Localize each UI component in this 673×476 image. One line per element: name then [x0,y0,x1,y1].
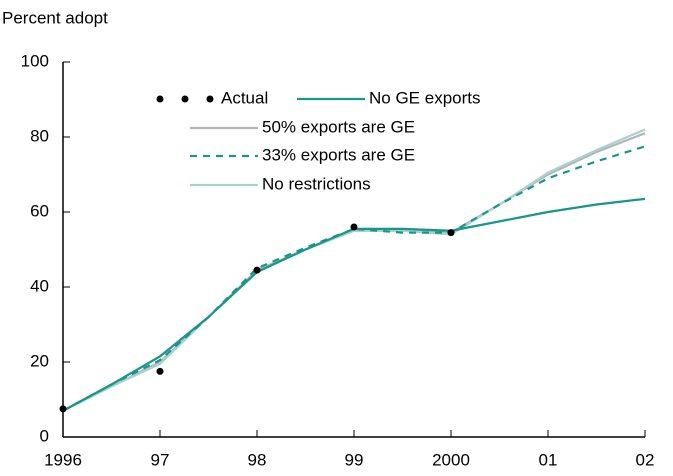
y-tick-label: 40 [30,276,49,295]
x-tick-label: 98 [248,450,267,469]
x-tick-label: 01 [539,450,558,469]
legend-marker [156,95,164,103]
legend-marker [206,95,214,103]
data-point [59,405,67,413]
legend-label: 33% exports are GE [262,145,415,164]
y-axis-label: Percent adopt [2,8,108,27]
legend-label: No GE exports [369,88,481,107]
data-point [350,223,358,231]
legend-label: 50% exports are GE [262,117,415,136]
data-point [253,266,261,274]
y-tick-label: 0 [40,426,49,445]
legend-marker [181,95,189,103]
x-tick-label: 02 [636,450,655,469]
x-tick-label: 97 [151,450,170,469]
series-line [62,145,646,412]
series-line [62,128,646,412]
data-point [447,229,455,237]
x-tick-label: 1996 [44,450,82,469]
y-tick-label: 20 [30,351,49,370]
x-tick-label: 2000 [432,450,470,469]
y-tick-label: 60 [30,201,49,220]
y-tick-label: 80 [30,126,49,145]
legend-label: Actual [221,88,268,107]
y-tick-label: 100 [21,51,49,70]
data-point [156,367,164,375]
legend-label: No restrictions [262,174,371,193]
x-tick-label: 99 [345,450,364,469]
